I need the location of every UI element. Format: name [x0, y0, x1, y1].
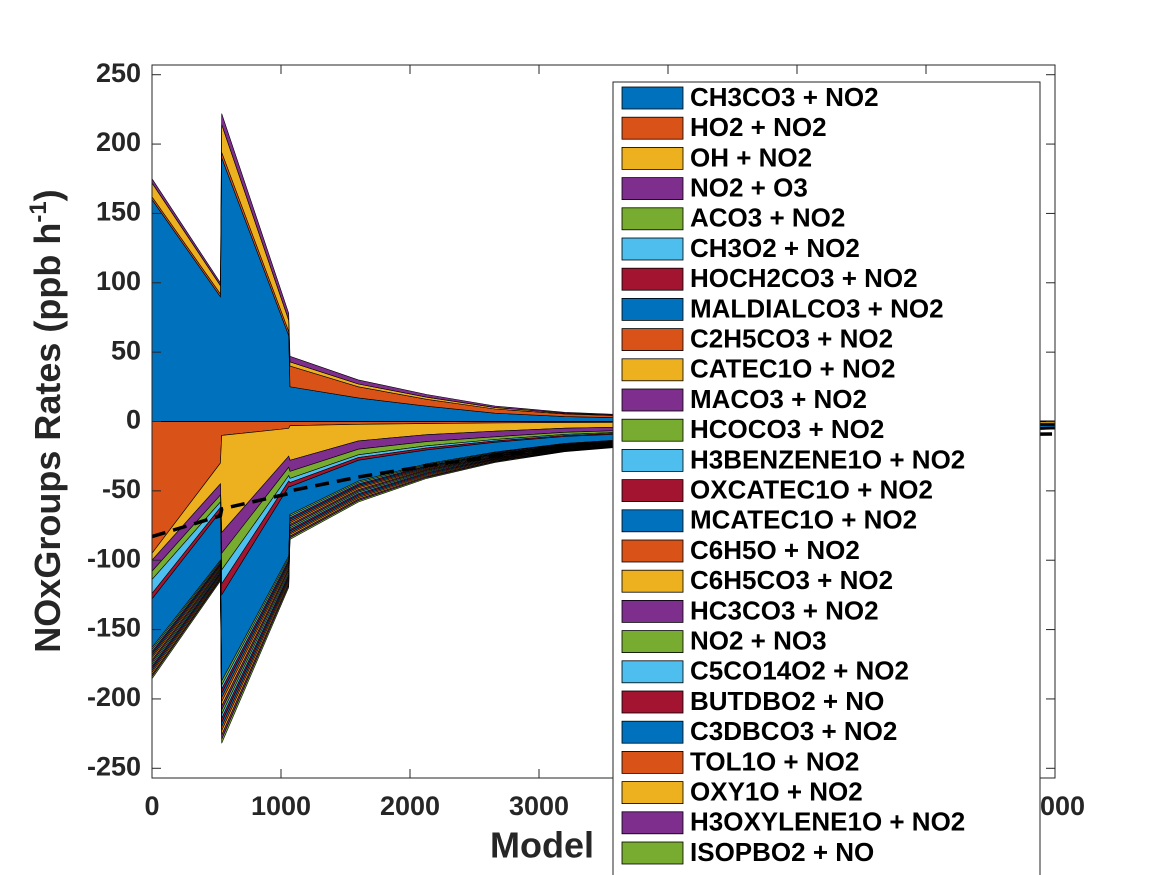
legend-swatch: [621, 237, 684, 261]
legend-swatch: [621, 600, 684, 623]
legend-label: C3DBCO3 + NO2: [690, 716, 897, 746]
y-tick-label: 100: [96, 266, 141, 296]
legend-label: CH3CO3 + NO2: [690, 82, 879, 112]
legend-swatch: [621, 569, 684, 593]
legend-label: TOL1O + NO2: [690, 746, 859, 776]
legend-swatch: [621, 146, 684, 170]
legend-label: NO2 + NO3: [690, 625, 827, 655]
legend-label: CATEC1O + NO2: [690, 354, 895, 384]
legend-label: HO2 + NO2: [690, 112, 827, 142]
y-label-end: ): [27, 189, 68, 201]
legend-label: ISOPBO2 + NO: [690, 837, 874, 867]
x-tick-label: 2000: [380, 791, 440, 821]
legend-box: [612, 81, 1041, 875]
y-tick-label: -250: [87, 751, 141, 781]
legend-swatch: [621, 177, 684, 201]
legend-label: H3OXYLENE1O + NO2: [690, 807, 965, 837]
legend-swatch: [621, 690, 684, 714]
y-tick-label: -150: [87, 613, 141, 643]
legend-label: CH3O2 + NO2: [690, 233, 860, 263]
x-tick-label: 3000: [509, 791, 569, 821]
y-tick-label: 250: [96, 58, 141, 88]
y-tick-label: -200: [87, 682, 141, 712]
legend-label: MACO3 + NO2: [690, 384, 867, 414]
y-tick-label: 0: [126, 405, 141, 435]
legend-label: NO2 + O3: [690, 172, 808, 202]
legend-swatch: [621, 418, 684, 442]
legend-label: H3BENZENE1O + NO2: [690, 444, 965, 474]
legend-swatch: [621, 328, 684, 352]
y-tick-label: 50: [111, 335, 141, 365]
y-label-sup: -1: [25, 201, 52, 222]
legend-swatch: [621, 116, 684, 140]
legend-label: C6H5CO3 + NO2: [690, 565, 893, 595]
legend-swatch: [621, 358, 684, 382]
legend-label: HOCH2CO3 + NO2: [690, 263, 918, 293]
legend-label: ACO3 + NO2: [690, 203, 845, 233]
y-tick-label: -100: [87, 543, 141, 573]
legend-swatch: [621, 539, 684, 563]
legend-swatch: [621, 448, 684, 472]
legend-label: OXCATEC1O + NO2: [690, 474, 933, 504]
legend-swatch: [621, 751, 684, 774]
legend-swatch: [621, 509, 684, 533]
legend-label: OXY1O + NO2: [690, 776, 863, 806]
legend-swatch: [621, 479, 684, 503]
x-tick-label: 0: [144, 791, 159, 821]
legend-swatch: [621, 297, 684, 321]
legend-swatch: [621, 630, 684, 653]
x-tick-label: 1000: [251, 791, 311, 821]
legend-label: HC3CO3 + NO2: [690, 595, 879, 625]
legend-swatch: [621, 388, 684, 412]
legend-swatch: [621, 86, 684, 110]
legend-swatch: [621, 207, 684, 231]
legend-label: HCOCO3 + NO2: [690, 414, 884, 444]
y-label-main: NOxGroups Rates (ppb h: [27, 223, 68, 653]
y-tick-label: 200: [96, 127, 141, 157]
x-axis-label: Model: [490, 825, 594, 866]
legend-swatch: [621, 811, 684, 835]
legend-swatch: [621, 660, 684, 684]
y-axis-label: NOxGroups Rates (ppb h-1): [25, 189, 68, 652]
legend-label: C6H5O + NO2: [690, 535, 860, 565]
legend-label: C2H5CO3 + NO2: [690, 323, 893, 353]
legend-label: MCATEC1O + NO2: [690, 505, 917, 535]
legend-label: MALDIALCO3 + NO2: [690, 293, 944, 323]
legend-label: BUTDBO2 + NO: [690, 686, 884, 716]
legend-label: C5CO14O2 + NO2: [690, 656, 909, 686]
legend-label: OH + NO2: [690, 142, 812, 172]
y-tick-label: -50: [102, 474, 141, 504]
y-tick-label: 150: [96, 197, 141, 227]
legend-swatch: [621, 841, 684, 865]
legend-swatch: [621, 781, 684, 804]
legend-swatch: [621, 267, 684, 291]
legend-swatch: [621, 720, 684, 744]
